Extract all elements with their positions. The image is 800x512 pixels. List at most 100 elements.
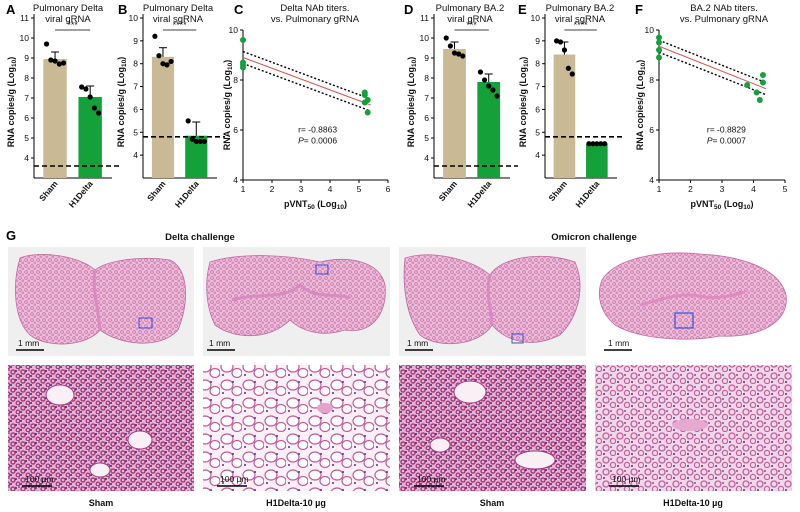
bar-sham xyxy=(43,59,67,178)
y-tick-label: 7 xyxy=(133,82,138,92)
bar-h1delta xyxy=(185,135,208,178)
x-tick-label: 3 xyxy=(720,184,725,194)
data-point xyxy=(598,141,604,147)
svg-text:100 µm: 100 µm xyxy=(25,474,54,484)
confidence-band-lower xyxy=(658,51,767,96)
data-point xyxy=(451,50,458,56)
data-point xyxy=(744,82,751,88)
histology-zoom-delta-sham xyxy=(8,365,194,491)
y-tick-label: 11 xyxy=(20,13,29,23)
data-point xyxy=(185,118,191,124)
scale-bar-1mm: 1 mm xyxy=(207,338,235,351)
bar-h1delta xyxy=(477,82,501,178)
data-point xyxy=(656,47,662,53)
data-point xyxy=(193,138,199,145)
data-point xyxy=(569,71,575,77)
x-tick-label: 2 xyxy=(688,184,693,194)
panel-letter-f: F xyxy=(635,2,643,17)
panel-title-line1: Pulmonary BA.2 xyxy=(436,3,505,14)
bar-sham xyxy=(151,56,175,178)
histology-zoom-omicron-sham xyxy=(399,365,586,491)
data-point xyxy=(443,35,449,41)
x-category-label: Sham xyxy=(437,179,460,203)
x-tick-label: 3 xyxy=(299,184,304,194)
x-category-label: H1Delta xyxy=(465,179,493,210)
data-point xyxy=(481,77,488,83)
data-point xyxy=(553,38,560,44)
data-point xyxy=(189,136,195,142)
y-tick-label: 10 xyxy=(531,13,541,23)
panel-letter-g: G xyxy=(6,228,16,243)
panel-title-line1: Delta NAb titers. xyxy=(280,3,349,14)
x-category-label: H1Delta xyxy=(67,179,95,210)
data-point xyxy=(91,105,98,111)
significance-label: *** xyxy=(466,20,477,30)
correlation-p: P= 0.0007 xyxy=(707,136,746,146)
significance-label: **** xyxy=(574,20,589,30)
regression-line xyxy=(242,57,371,106)
data-point xyxy=(168,58,174,65)
data-point xyxy=(364,109,371,116)
svg-text:1 mm: 1 mm xyxy=(407,338,428,348)
data-point xyxy=(156,53,162,59)
x-tick-label: 2 xyxy=(270,184,275,194)
confidence-band-lower xyxy=(242,62,371,112)
caption-delta-sham: Sham xyxy=(89,498,114,508)
x-tick-label: 6 xyxy=(386,184,391,194)
y-tick-label: 5 xyxy=(24,133,29,143)
caption-delta-h1delta: H1Delta-10 µg xyxy=(266,498,326,508)
panel-title-line1: Pulmonary Delta xyxy=(33,3,104,14)
panel-title-line1: BA.2 NAb titers. xyxy=(690,3,758,14)
scale-bar-1mm: 1 mm xyxy=(16,338,44,351)
y-tick-label: 8 xyxy=(24,73,29,83)
y-tick-label: 4 xyxy=(233,175,238,185)
correlation-r: r= -0.8863 xyxy=(298,125,337,135)
data-point xyxy=(490,87,496,93)
correlation-p: P= 0.0006 xyxy=(298,136,337,146)
y-tick-label: 6 xyxy=(424,113,429,123)
data-point xyxy=(164,62,170,68)
data-point xyxy=(656,34,662,41)
data-point xyxy=(96,110,102,116)
y-axis-label: RNA copies/g (Log10) xyxy=(6,57,18,147)
data-point xyxy=(756,97,763,103)
panel-letter-e: E xyxy=(518,2,527,17)
y-tick-label: 6 xyxy=(24,113,29,123)
bar-sham xyxy=(443,49,466,178)
data-point xyxy=(240,37,246,43)
data-point xyxy=(456,51,462,57)
data-point xyxy=(48,57,54,63)
y-tick-label: 6 xyxy=(233,125,238,135)
y-tick-label: 10 xyxy=(229,25,239,35)
confidence-band-upper xyxy=(658,39,767,84)
x-category-label: H1Delta xyxy=(573,179,601,210)
lung-overview-omicron-sham xyxy=(399,247,586,356)
panel-letter-a: A xyxy=(6,2,16,17)
correlation-r: r= -0.8829 xyxy=(707,125,746,135)
data-point xyxy=(60,60,67,66)
x-axis-label: pVNT50 (Log10) xyxy=(284,199,347,211)
data-point xyxy=(561,47,568,53)
data-point xyxy=(594,141,600,147)
y-axis-label: RNA copies/g (Log10) xyxy=(116,57,128,147)
caption-omicron-sham: Sham xyxy=(480,498,505,508)
y-tick-label: 8 xyxy=(133,59,138,69)
y-tick-label: 5 xyxy=(133,127,138,137)
y-tick-label: 8 xyxy=(649,75,654,85)
data-point xyxy=(656,39,662,46)
data-point xyxy=(565,65,571,71)
panel-title-line2: viral gRNA xyxy=(45,14,91,25)
panel-title-line2: viral sgRNA xyxy=(153,14,204,25)
svg-text:1 mm: 1 mm xyxy=(209,338,230,348)
lung-overview-delta-sham xyxy=(8,247,194,356)
significance-label: *** xyxy=(67,20,78,30)
scale-bar-100um: 100 µm xyxy=(22,474,54,487)
panel-title-line1: Pulmonary BA.2 xyxy=(546,3,615,14)
confidence-band-upper xyxy=(242,50,371,100)
y-tick-label: 4 xyxy=(424,153,429,163)
data-point xyxy=(447,43,453,49)
panel-title-line1: Pulmonary Delta xyxy=(143,3,214,14)
data-point xyxy=(79,84,85,90)
